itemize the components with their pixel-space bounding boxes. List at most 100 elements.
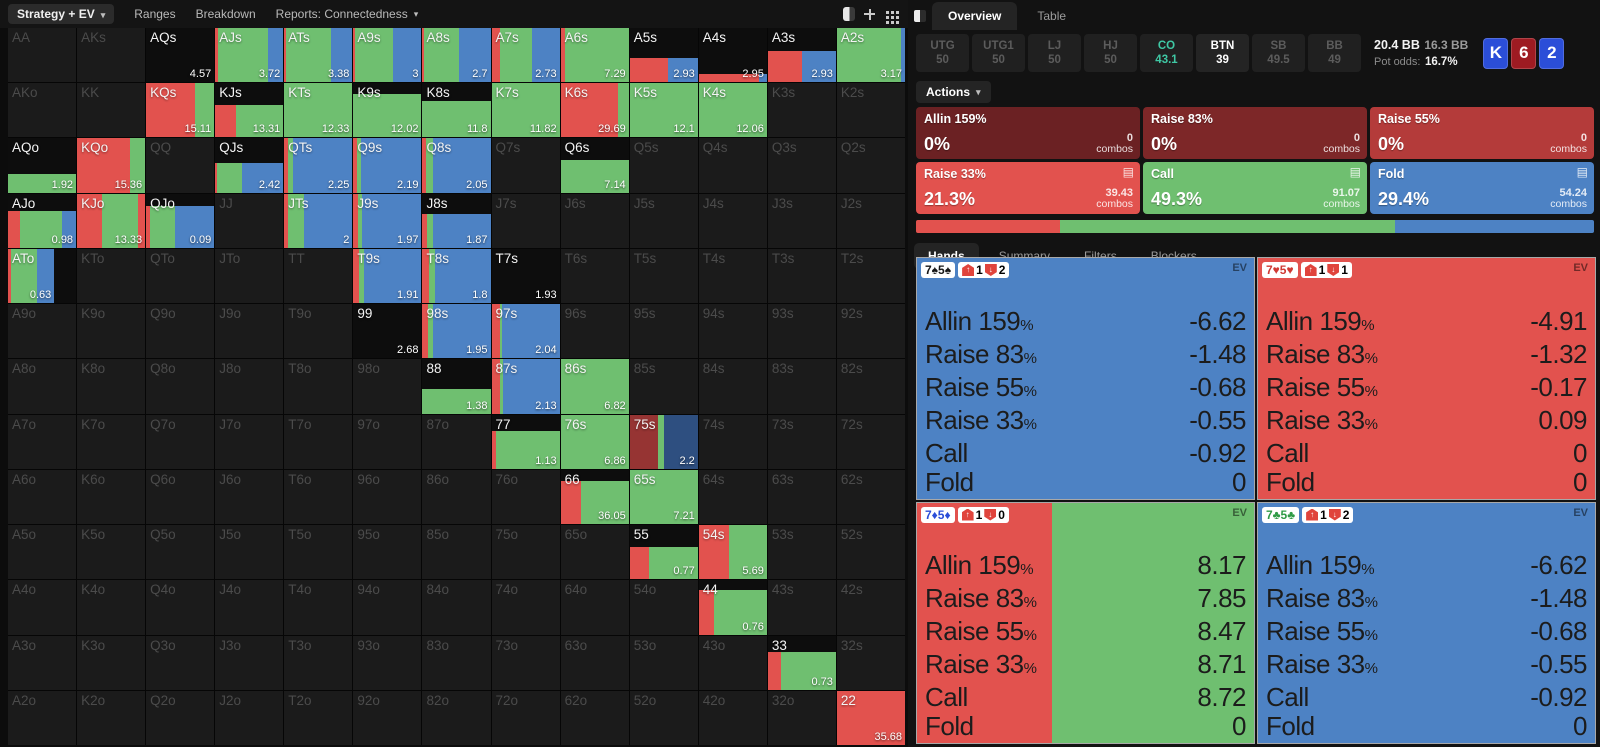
matrix-cell-Q4o[interactable]: Q4o [146, 580, 215, 635]
matrix-cell-T6s[interactable]: T6s [560, 248, 629, 304]
matrix-cell-A2s[interactable]: A2s 3.17 [836, 28, 905, 83]
matrix-cell-K9o[interactable]: K9o [77, 304, 146, 359]
matrix-cell-73s[interactable]: 73s [767, 414, 836, 469]
matrix-cell-T2s[interactable]: T2s [836, 248, 905, 304]
matrix-cell-A7s[interactable]: A7s 2.73 [491, 28, 560, 83]
matrix-cell-JTo[interactable]: JTo [215, 248, 284, 304]
matrix-cell-72s[interactable]: 72s [836, 414, 905, 469]
matrix-cell-A2o[interactable]: A2o [8, 690, 77, 745]
matrix-cell-74s[interactable]: 74s [698, 414, 767, 469]
matrix-cell-T2o[interactable]: T2o [284, 690, 353, 745]
matrix-cell-T6o[interactable]: T6o [284, 469, 353, 525]
matrix-cell-42o[interactable]: 42o [698, 690, 767, 745]
range-matrix-icon[interactable]: ▤ [1349, 165, 1361, 179]
matrix-cell-J3s[interactable]: J3s [767, 193, 836, 248]
matrix-cell-Q3o[interactable]: Q3o [146, 635, 215, 690]
tab-table[interactable]: Table [1037, 9, 1067, 23]
matrix-cell-98s[interactable]: 98s 1.95 [422, 304, 491, 359]
matrix-cell-A5s[interactable]: A5s 2.93 [629, 28, 698, 83]
matrix-cell-KJo[interactable]: KJo 13.33 [77, 193, 146, 248]
matrix-cell-A8s[interactable]: A8s 2.7 [422, 28, 491, 83]
matrix-cell-86o[interactable]: 86o [422, 469, 491, 525]
matrix-cell-52s[interactable]: 52s [836, 525, 905, 580]
matrix-cell-QTo[interactable]: QTo [146, 248, 215, 304]
matrix-cell-K8o[interactable]: K8o [77, 359, 146, 414]
matrix-cell-97o[interactable]: 97o [353, 414, 422, 469]
matrix-cell-AKo[interactable]: AKo [8, 83, 77, 138]
matrix-cell-32s[interactable]: 32s [836, 635, 905, 690]
matrix-cell-33[interactable]: 33 0.73 [767, 635, 836, 690]
matrix-cell-83o[interactable]: 83o [422, 635, 491, 690]
matrix-cell-Q2o[interactable]: Q2o [146, 690, 215, 745]
action-card-allin-159-[interactable]: Allin 159% 0% 0 combos [916, 107, 1140, 159]
matrix-cell-ATo[interactable]: ATo 0.63 [8, 248, 77, 304]
matrix-cell-Q8o[interactable]: Q8o [146, 359, 215, 414]
matrix-cell-72o[interactable]: 72o [491, 690, 560, 745]
matrix-cell-J7o[interactable]: J7o [215, 414, 284, 469]
matrix-cell-76o[interactable]: 76o [491, 469, 560, 525]
matrix-cell-J9o[interactable]: J9o [215, 304, 284, 359]
matrix-cell-J2o[interactable]: J2o [215, 690, 284, 745]
panel-toggle-icon[interactable] [914, 10, 926, 22]
matrix-cell-A3s[interactable]: A3s 2.93 [767, 28, 836, 83]
matrix-cell-62s[interactable]: 62s [836, 469, 905, 525]
position-sb[interactable]: SB 49.5 [1252, 34, 1305, 72]
matrix-cell-66[interactable]: 66 36.05 [560, 469, 629, 525]
matrix-cell-54s[interactable]: 54s 5.69 [698, 525, 767, 580]
matrix-cell-65s[interactable]: 65s 7.21 [629, 469, 698, 525]
matrix-cell-K3o[interactable]: K3o [77, 635, 146, 690]
matrix-cell-AQo[interactable]: AQo 1.92 [8, 138, 77, 193]
matrix-cell-82o[interactable]: 82o [422, 690, 491, 745]
matrix-cell-KQs[interactable]: KQs 15.11 [146, 83, 215, 138]
matrix-cell-K4s[interactable]: K4s 12.06 [698, 83, 767, 138]
matrix-cell-Q3s[interactable]: Q3s [767, 138, 836, 193]
matrix-cell-74o[interactable]: 74o [491, 580, 560, 635]
matrix-cell-K2s[interactable]: K2s [836, 83, 905, 138]
matrix-cell-K8s[interactable]: K8s 11.8 [422, 83, 491, 138]
matrix-cell-95o[interactable]: 95o [353, 525, 422, 580]
matrix-cell-64o[interactable]: 64o [560, 580, 629, 635]
matrix-cell-T7o[interactable]: T7o [284, 414, 353, 469]
matrix-cell-A4o[interactable]: A4o [8, 580, 77, 635]
matrix-cell-A8o[interactable]: A8o [8, 359, 77, 414]
matrix-cell-J7s[interactable]: J7s [491, 193, 560, 248]
matrix-cell-A9s[interactable]: A9s 3 [353, 28, 422, 83]
matrix-cell-84o[interactable]: 84o [422, 580, 491, 635]
matrix-cell-K2o[interactable]: K2o [77, 690, 146, 745]
matrix-cell-55[interactable]: 55 0.77 [629, 525, 698, 580]
matrix-cell-Q9s[interactable]: Q9s 2.19 [353, 138, 422, 193]
matrix-cell-J9s[interactable]: J9s 1.97 [353, 193, 422, 248]
matrix-cell-T7s[interactable]: T7s 1.93 [491, 248, 560, 304]
matrix-cell-62o[interactable]: 62o [560, 690, 629, 745]
matrix-cell-K7o[interactable]: K7o [77, 414, 146, 469]
action-card-fold[interactable]: Fold 29.4% 54.24 combos ▤ [1370, 162, 1594, 214]
matrix-cell-76s[interactable]: 76s 6.86 [560, 414, 629, 469]
matrix-cell-KJs[interactable]: KJs 13.31 [215, 83, 284, 138]
matrix-cell-54o[interactable]: 54o [629, 580, 698, 635]
tab-overview[interactable]: Overview [932, 2, 1018, 30]
matrix-cell-J4s[interactable]: J4s [698, 193, 767, 248]
matrix-cell-T5s[interactable]: T5s [629, 248, 698, 304]
matrix-cell-93s[interactable]: 93s [767, 304, 836, 359]
range-matrix-icon[interactable]: ▤ [1122, 165, 1134, 179]
matrix-cell-K9s[interactable]: K9s 12.02 [353, 83, 422, 138]
matrix-cell-84s[interactable]: 84s [698, 359, 767, 414]
matrix-cell-97s[interactable]: 97s 2.04 [491, 304, 560, 359]
matrix-cell-A9o[interactable]: A9o [8, 304, 77, 359]
matrix-cell-J8s[interactable]: J8s 1.87 [422, 193, 491, 248]
matrix-cell-JJ[interactable]: JJ [215, 193, 284, 248]
matrix-cell-32o[interactable]: 32o [767, 690, 836, 745]
matrix-cell-J6s[interactable]: J6s [560, 193, 629, 248]
position-utg[interactable]: UTG 50 [916, 34, 969, 72]
matrix-cell-82s[interactable]: 82s [836, 359, 905, 414]
action-card-call[interactable]: Call 49.3% 91.07 combos ▤ [1143, 162, 1367, 214]
matrix-cell-K5o[interactable]: K5o [77, 525, 146, 580]
matrix-cell-Q5s[interactable]: Q5s [629, 138, 698, 193]
matrix-cell-63o[interactable]: 63o [560, 635, 629, 690]
position-lj[interactable]: LJ 50 [1028, 34, 1081, 72]
matrix-cell-J4o[interactable]: J4o [215, 580, 284, 635]
matrix-cell-96o[interactable]: 96o [353, 469, 422, 525]
matrix-cell-43s[interactable]: 43s [767, 580, 836, 635]
matrix-cell-99[interactable]: 99 2.68 [353, 304, 422, 359]
matrix-cell-K6s[interactable]: K6s 29.69 [560, 83, 629, 138]
